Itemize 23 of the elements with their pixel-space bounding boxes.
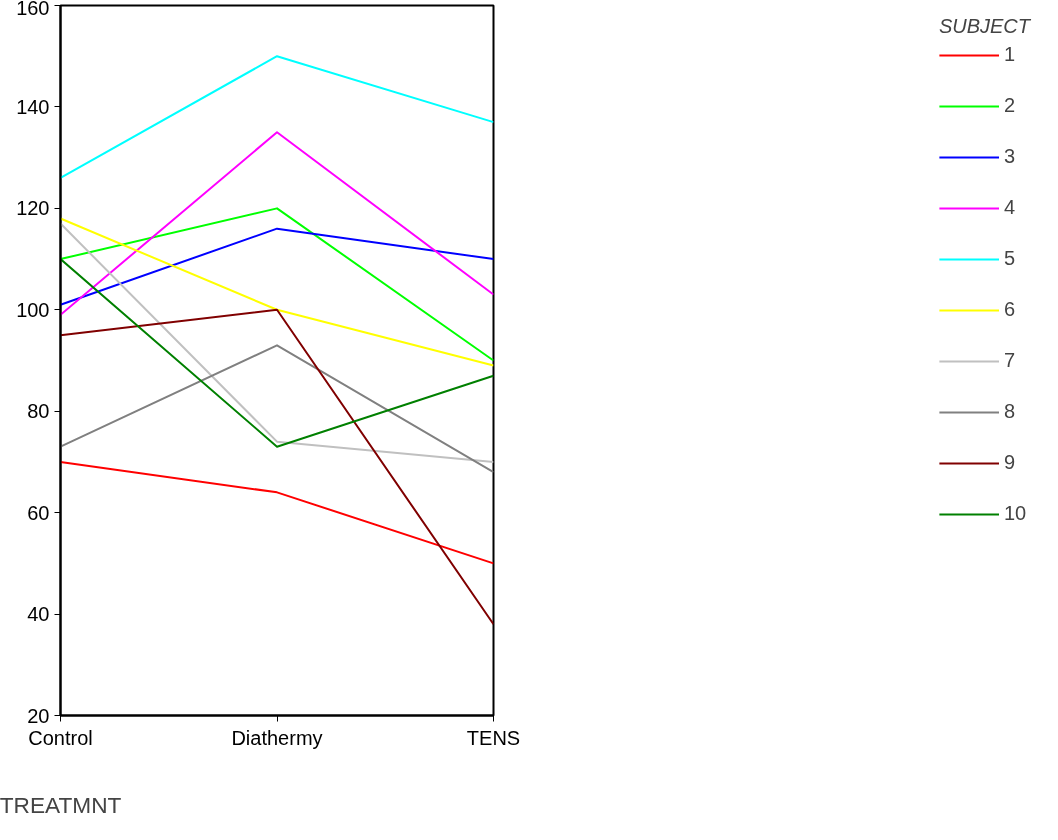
y-tick-label: 60 <box>27 501 50 524</box>
legend-label: 6 <box>1003 298 1016 321</box>
y-tick-label: 160 <box>16 0 50 19</box>
legend-label: 4 <box>1003 196 1016 219</box>
y-tick-label: 40 <box>27 603 50 626</box>
legend-label: 1 <box>1003 43 1016 66</box>
legend-label: 2 <box>1003 94 1016 117</box>
y-tick-label: 120 <box>16 197 50 220</box>
legend-label: 7 <box>1003 349 1016 372</box>
y-tick-label: 80 <box>27 400 50 423</box>
legend-label: 3 <box>1003 145 1016 168</box>
legend-label: 10 <box>1003 502 1027 525</box>
legend-label: 9 <box>1003 451 1016 474</box>
legend-label: 8 <box>1003 400 1016 423</box>
x-axis-title: TREATMNT <box>0 791 122 818</box>
y-tick-label: 100 <box>16 298 50 321</box>
legend-title: SUBJECT <box>938 15 1030 38</box>
x-tick-label: TENS <box>466 726 521 749</box>
y-tick-label: 20 <box>27 704 50 727</box>
legend-label: 5 <box>1003 247 1016 270</box>
x-tick-label: Diathermy <box>231 726 323 749</box>
x-tick-label: Control <box>28 726 93 749</box>
y-tick-label: 140 <box>16 95 50 118</box>
